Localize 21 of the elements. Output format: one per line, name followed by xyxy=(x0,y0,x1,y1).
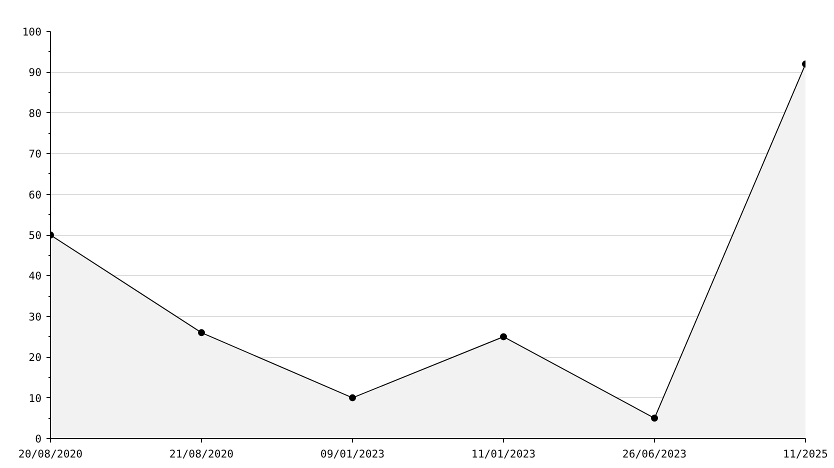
y-tick-label: 90 xyxy=(28,66,42,80)
point xyxy=(349,394,356,402)
point xyxy=(198,329,205,336)
y-tick-label: 20 xyxy=(28,351,42,364)
x-tick-label: 11/01/2023 xyxy=(471,448,536,460)
y-tick-label: 80 xyxy=(28,106,42,120)
point xyxy=(500,333,507,340)
y-tick-label: 50 xyxy=(28,229,42,242)
y-tick-label: 0 xyxy=(35,432,42,446)
point xyxy=(651,414,658,422)
y-tick-label: 10 xyxy=(28,392,42,405)
y-tick-label: 40 xyxy=(28,270,42,283)
x-tick-label: 20/08/2020 xyxy=(18,448,83,460)
x-tick-label: 11/2025 xyxy=(783,448,828,460)
y-tick-label: 30 xyxy=(28,310,42,324)
x-tick-label: 21/08/2020 xyxy=(169,448,234,460)
y-tick-label: 70 xyxy=(28,148,42,161)
y-tick-label: 100 xyxy=(22,26,42,38)
y-tick-label: 60 xyxy=(28,188,42,202)
x-tick-label: 09/01/2023 xyxy=(320,448,385,460)
x-tick-label: 26/06/2023 xyxy=(622,448,687,460)
